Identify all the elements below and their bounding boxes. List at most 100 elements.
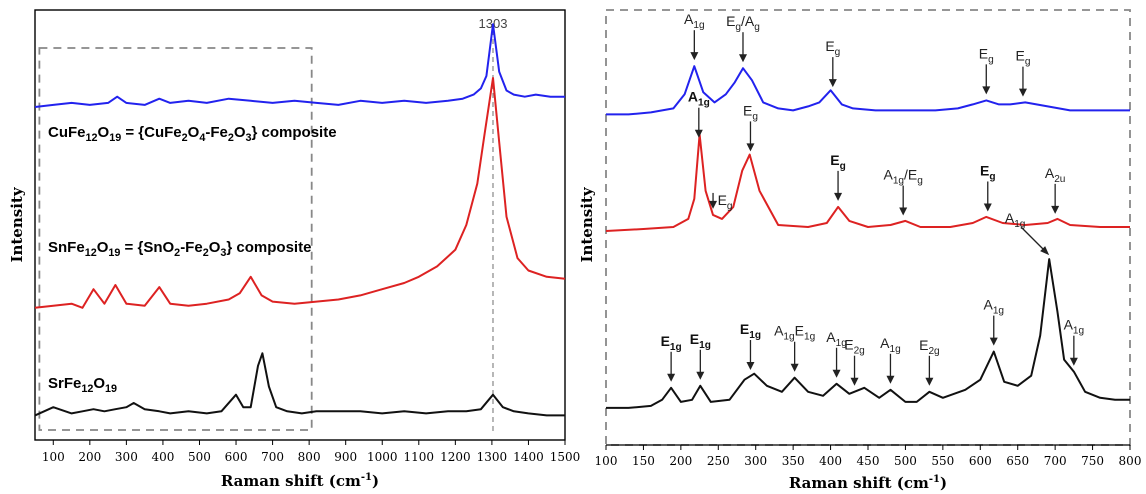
annotation-label: A2u: [1045, 165, 1066, 185]
left-tick-label: 300: [115, 450, 138, 464]
annotation-label: Eg: [825, 38, 840, 58]
annotation-arrowhead: [1069, 357, 1078, 366]
mode-annotation: A2u: [1045, 165, 1066, 214]
annotation-arrowhead: [738, 54, 747, 63]
mode-annotation: Eg: [830, 152, 846, 201]
right-tick-label: 650: [1006, 454, 1029, 468]
annotation-label: Eg/Ag: [726, 13, 760, 33]
annotation-label: E1g: [661, 333, 682, 353]
annotation-arrowhead: [850, 377, 859, 386]
right-x-axis-ticks: 100 150 200 250 300 350 400 450 500 550 600 650 700 7…: [595, 445, 1142, 468]
right-spectrum-panel: A1g Eg/Ag Eg Eg Eg A1g Eg Eg Eg A1g/Eg Eg A2u E1g E1g…: [578, 9, 1142, 492]
left-tick-label: 1200: [440, 450, 471, 464]
mode-annotation: Eg: [743, 102, 758, 152]
left-tick-label: 100: [42, 450, 65, 464]
right-x-axis-title: Raman shift (cm-1): [789, 474, 947, 492]
left-spectrum-panel: 1303 CuFe12O19 = {CuFe2O4-Fe2O3} composi…: [8, 9, 580, 490]
left-tick-label: 1000: [367, 450, 398, 464]
annotation-label: Eg: [830, 152, 846, 172]
right-series-0-line: [606, 65, 1130, 116]
left-series-0-label: CuFe12O19 = {CuFe2O4-Fe2O3} composite: [48, 124, 337, 144]
annotation-arrowhead: [982, 86, 991, 95]
annotation-arrowhead: [746, 362, 755, 371]
mode-annotation: A1g: [1064, 317, 1085, 366]
mode-annotation: Eg/Ag: [726, 13, 760, 63]
annotation-label: A1gE1g: [774, 323, 815, 343]
annotation-arrowhead: [983, 203, 992, 212]
annotation-label: A1g: [1064, 317, 1085, 337]
left-series-1-label: SnFe12O19 = {SnO2-Fe2O3} composite: [48, 239, 311, 259]
right-tick-label: 700: [1044, 454, 1067, 468]
left-tick-label: 1300: [477, 450, 508, 464]
annotation-label: A1g: [880, 335, 901, 355]
annotation-arrowhead: [899, 207, 908, 216]
annotation-arrowhead: [834, 192, 843, 201]
annotation-arrowhead: [886, 375, 895, 384]
right-tick-label: 750: [1081, 454, 1104, 468]
annotation-arrowhead: [989, 337, 998, 346]
annotation-label: E1g: [690, 331, 711, 351]
left-series-0-line: [34, 23, 565, 108]
right-series-2-line: [606, 258, 1130, 409]
left-x-axis-title: Raman shift (cm-1): [221, 472, 379, 490]
right-spectra: [605, 65, 1130, 409]
annotation-label: A1g: [684, 11, 705, 31]
right-tick-label: 250: [707, 454, 730, 468]
right-y-axis-title: Intensity: [578, 186, 596, 262]
annotation-label: Eg: [1015, 48, 1030, 68]
right-tick-label: 350: [782, 454, 805, 468]
left-inset-dashed-box: [38, 47, 313, 431]
left-tick-label: 400: [151, 450, 174, 464]
annotation-arrowhead: [1051, 205, 1060, 214]
mode-annotation: E1g: [740, 321, 761, 371]
annotation-arrowhead: [690, 52, 699, 61]
left-tick-label: 700: [261, 450, 284, 464]
mode-annotation: A1gE1g: [774, 323, 815, 372]
right-series-1-line: [605, 133, 1130, 232]
annotation-arrowhead: [925, 377, 934, 386]
mode-annotation: A1g: [688, 89, 710, 138]
left-spectra: [34, 23, 566, 417]
annotation-label: Eg: [718, 192, 733, 212]
annotation-arrowhead: [709, 200, 718, 209]
mode-annotation: A1g: [684, 11, 705, 61]
annotation-arrowhead: [746, 143, 755, 152]
right-tick-label: 200: [669, 454, 692, 468]
annotation-label: A1g/Eg: [883, 167, 922, 187]
right-tick-label: 550: [931, 454, 954, 468]
right-tick-label: 800: [1119, 454, 1142, 468]
right-tick-label: 500: [894, 454, 917, 468]
annotation-arrowhead: [1040, 246, 1050, 256]
mode-annotation: Eg: [825, 38, 840, 88]
annotation-arrowhead: [790, 363, 799, 372]
right-tick-label: 450: [857, 454, 880, 468]
left-tick-label: 200: [78, 450, 101, 464]
right-tick-label: 150: [632, 454, 655, 468]
annotation-arrowhead: [1018, 88, 1027, 97]
left-series-labels: CuFe12O19 = {CuFe2O4-Fe2O3} composite SnF…: [48, 124, 337, 395]
left-tick-label: 800: [298, 450, 321, 464]
mode-annotation: Eg: [1015, 48, 1030, 97]
left-y-axis-title: Intensity: [8, 186, 26, 262]
annotation-label: E2g: [844, 337, 865, 357]
left-x-axis-ticks: 100 200 300 400 500 600 700 800 900 1000 1100 1200 1…: [42, 440, 580, 464]
right-tick-label: 600: [969, 454, 992, 468]
annotation-label: A1g: [1005, 210, 1026, 230]
mode-annotation: E1g: [661, 333, 682, 382]
left-tick-label: 1100: [404, 450, 435, 464]
annotation-arrowhead: [667, 373, 676, 382]
annotation-label: A1g: [826, 329, 847, 349]
right-mode-annotations: A1g Eg/Ag Eg Eg Eg A1g Eg Eg Eg A1g/Eg Eg A2u E1g E1g…: [661, 11, 1085, 386]
right-tick-label: 400: [819, 454, 842, 468]
left-tick-label: 1400: [513, 450, 544, 464]
mode-annotation: A1g: [1005, 210, 1050, 256]
mode-annotation: Eg: [980, 162, 996, 212]
left-tick-label: 500: [188, 450, 211, 464]
mode-annotation: A1g: [880, 335, 901, 384]
right-tick-label: 300: [744, 454, 767, 468]
annotation-label: A1g: [688, 89, 710, 109]
left-series-1-line: [34, 77, 566, 309]
mode-annotation: E1g: [690, 331, 711, 380]
annotation-arrowhead: [832, 369, 841, 378]
